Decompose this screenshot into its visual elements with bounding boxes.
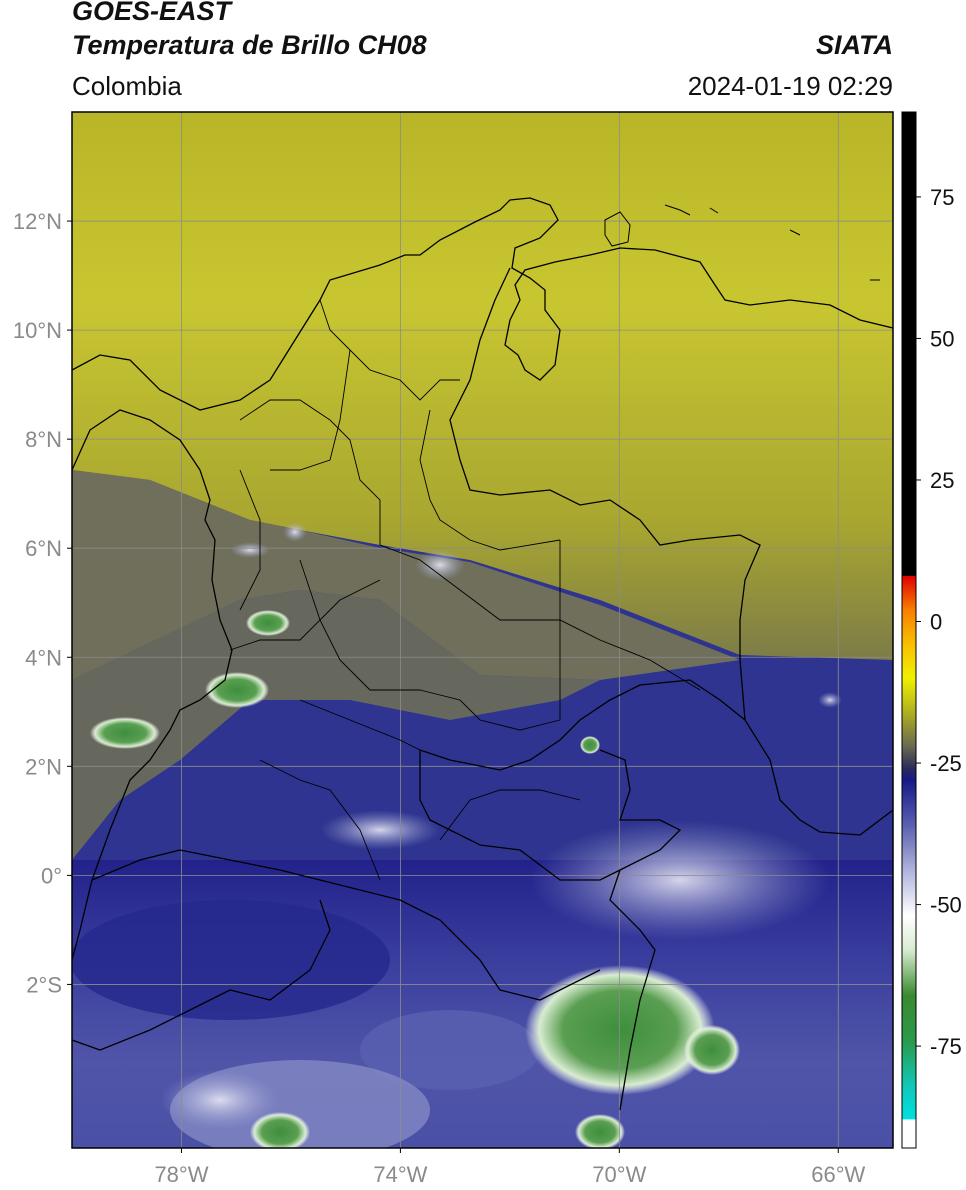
lat-tick-label: 0° bbox=[41, 863, 62, 888]
latitude-axis: 12°N 10°N 8°N 6°N 4°N 2°N 0° 2°S bbox=[13, 209, 72, 997]
title-line-2: Temperatura de Brillo CH08 bbox=[72, 30, 427, 60]
lat-tick-label: 2°N bbox=[25, 754, 62, 779]
region-label: Colombia bbox=[72, 71, 182, 101]
lat-tick-label: 4°N bbox=[25, 645, 62, 670]
colorbar-tick-label: 75 bbox=[930, 185, 954, 210]
border-colombia-ecuador bbox=[91, 849, 601, 1001]
longitude-axis: 78°W 74°W 70°W 66°W bbox=[154, 1148, 866, 1187]
warm-cloud-free-region bbox=[72, 112, 893, 660]
lon-tick-label: 70°W bbox=[592, 1162, 646, 1187]
colorbar-tick-label: 25 bbox=[930, 468, 954, 493]
border-colombia-brazil bbox=[419, 679, 746, 881]
border-colombia-peru bbox=[609, 869, 656, 1111]
colorbar-tick-label: -25 bbox=[930, 751, 962, 776]
colorbar-tick-label: 0 bbox=[930, 610, 942, 635]
lat-tick-label: 6°N bbox=[25, 536, 62, 561]
coastline-pacific bbox=[72, 409, 233, 961]
lat-tick-label: 8°N bbox=[25, 427, 62, 452]
islands bbox=[604, 204, 880, 281]
map-gridlines bbox=[72, 112, 893, 1148]
colorbar: 75 50 25 0 -25 -50 -75 bbox=[901, 111, 962, 1149]
lat-tick-label: 10°N bbox=[13, 318, 62, 343]
transition-band bbox=[72, 470, 740, 680]
colorbar-tick-label: -50 bbox=[930, 893, 962, 918]
colorbar-bar bbox=[901, 111, 917, 1149]
border-colombia-venezuela bbox=[449, 267, 893, 836]
lon-tick-label: 74°W bbox=[373, 1162, 427, 1187]
lon-tick-label: 66°W bbox=[811, 1162, 865, 1187]
colorbar-tick-label: 50 bbox=[930, 326, 954, 351]
department-borders bbox=[229, 299, 701, 881]
colorbar-tick-label: -75 bbox=[930, 1034, 962, 1059]
boundaries bbox=[72, 197, 893, 1111]
agency-label: SIATA bbox=[816, 30, 893, 60]
map-frame bbox=[71, 111, 894, 1149]
lon-tick-label: 78°W bbox=[154, 1162, 208, 1187]
timestamp-label: 2024-01-19 02:29 bbox=[687, 71, 893, 101]
satellite-image bbox=[72, 112, 893, 1148]
lat-tick-label: 12°N bbox=[13, 209, 62, 234]
lat-tick-label: 2°S bbox=[26, 972, 62, 997]
colorbar-ticks: 75 50 25 0 -25 -50 -75 bbox=[916, 185, 962, 1059]
coastline-ecuador-peru bbox=[72, 899, 331, 1051]
title-line-1: GOES-EAST bbox=[72, 0, 232, 26]
coastline-caribbean bbox=[72, 197, 893, 411]
